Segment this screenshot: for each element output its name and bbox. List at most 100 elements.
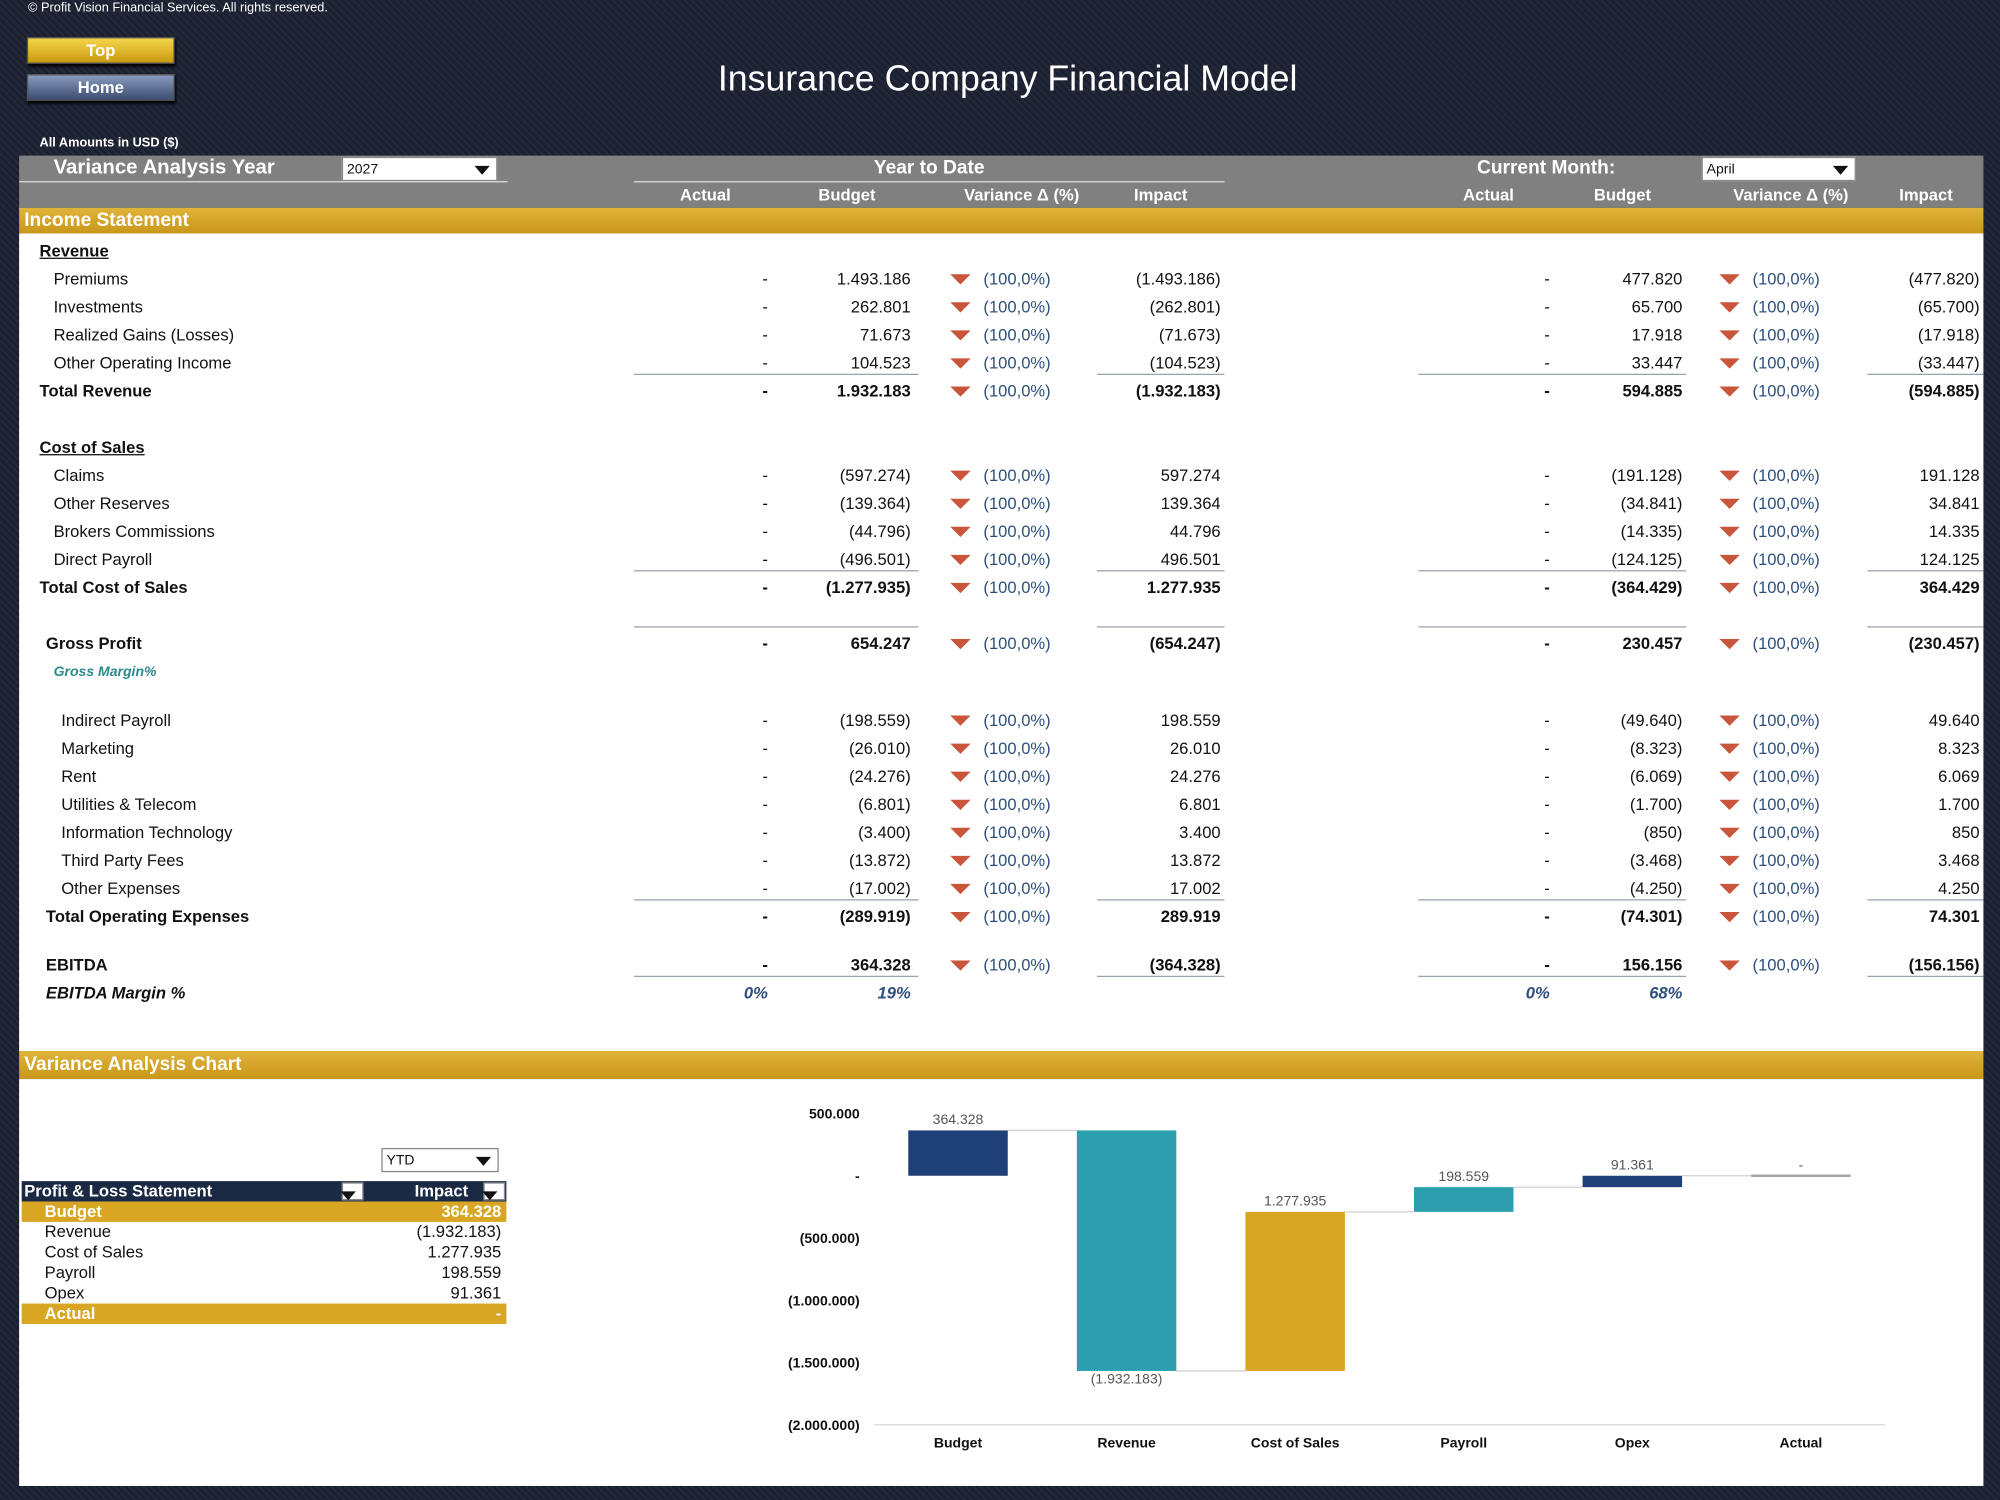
cell: 104.523: [850, 353, 911, 373]
amounts-note: All Amounts in USD ($): [39, 136, 179, 151]
rule: [1418, 570, 1687, 572]
cell: (100,0%): [983, 822, 1051, 842]
cell: -: [1544, 297, 1550, 317]
cell: 850: [1951, 822, 1980, 842]
cell: -: [762, 794, 768, 814]
rule: [633, 373, 919, 375]
data-label: 198.559: [1438, 1168, 1489, 1184]
cell: -: [762, 521, 768, 541]
cell: -: [1544, 850, 1550, 870]
cell: (100,0%): [1752, 269, 1820, 289]
rule: [1867, 899, 1984, 901]
cell: (34.841): [1620, 493, 1683, 513]
cell: -: [1544, 822, 1550, 842]
cell: (100,0%): [983, 710, 1051, 730]
cell: (100,0%): [1752, 465, 1820, 485]
row-label: Gross Profit: [45, 633, 142, 654]
cell: 496.501: [1160, 549, 1221, 569]
top-button[interactable]: Top: [26, 36, 175, 64]
down-arrow-icon: [950, 960, 971, 971]
period-dropdown[interactable]: YTD: [381, 1147, 499, 1173]
down-arrow-icon: [1719, 554, 1740, 566]
rule: [633, 626, 919, 628]
cell: -: [762, 353, 768, 373]
x-tick-label: Revenue: [1097, 1435, 1156, 1451]
row-label: Marketing: [61, 738, 135, 758]
filter-button[interactable]: [482, 1182, 506, 1201]
cell: 364.328: [850, 955, 911, 975]
pl-row-value: 1.277.935: [427, 1242, 502, 1262]
cell: (850): [1643, 822, 1683, 842]
row-label: Other Reserves: [53, 493, 170, 513]
cell: (100,0%): [983, 353, 1051, 373]
cell: (71.673): [1158, 325, 1221, 345]
year-label: Variance Analysis Year: [53, 156, 275, 179]
cell: (597.274): [839, 465, 911, 485]
data-label: 364.328: [933, 1111, 984, 1127]
row-label: Gross Margin%: [53, 664, 157, 680]
cell: (100,0%): [983, 521, 1051, 541]
cell: 289.919: [1160, 906, 1221, 927]
cell: 3.468: [1938, 850, 1980, 870]
cell: 198.559: [1160, 710, 1221, 730]
cell: -: [762, 878, 768, 898]
cell: 49.640: [1928, 710, 1980, 730]
home-button[interactable]: Home: [26, 73, 175, 101]
cell: (100,0%): [983, 850, 1051, 870]
cell: 477.820: [1622, 269, 1683, 289]
cell: (100,0%): [983, 577, 1051, 597]
cell: (262.801): [1149, 297, 1221, 317]
pl-row-bg: [21, 1221, 507, 1243]
cell: (100,0%): [1752, 955, 1820, 975]
pl-row-label: Cost of Sales: [44, 1242, 144, 1262]
cell: 0%: [1525, 983, 1550, 1003]
cell: (100,0%): [1752, 850, 1820, 870]
cell: (594.885): [1908, 381, 1980, 401]
cell: 262.801: [850, 297, 911, 317]
cell: -: [762, 325, 768, 345]
cell: (8.323): [1629, 738, 1683, 758]
cell: 14.335: [1928, 521, 1980, 541]
cell: (654.247): [1149, 633, 1221, 654]
cell: (100,0%): [983, 297, 1051, 317]
rule: [1096, 975, 1225, 978]
cell: (124.125): [1611, 549, 1683, 569]
down-arrow-icon: [950, 274, 971, 285]
cell: (100,0%): [1752, 738, 1820, 758]
row-label: Other Expenses: [61, 878, 181, 898]
down-arrow-icon: [950, 911, 971, 923]
cell: -: [1544, 549, 1550, 569]
cell: -: [1544, 353, 1550, 373]
month-dropdown[interactable]: April: [1701, 156, 1856, 182]
pl-header: [21, 1181, 507, 1202]
row-label: Claims: [53, 465, 105, 485]
cell: -: [1544, 794, 1550, 814]
down-arrow-icon: [950, 554, 971, 566]
cell: (100,0%): [983, 269, 1051, 289]
cell: (74.301): [1620, 906, 1683, 927]
cell: (100,0%): [1752, 710, 1820, 730]
rule: [1418, 899, 1687, 901]
filter-button[interactable]: [340, 1182, 364, 1201]
cell: 13.872: [1169, 850, 1221, 870]
cell: 139.364: [1160, 493, 1221, 513]
pl-row-label: Budget: [44, 1201, 102, 1221]
pl-row-bg: [21, 1283, 507, 1304]
cell: -: [1544, 381, 1550, 401]
cell: (100,0%): [1752, 878, 1820, 898]
year-dropdown[interactable]: 2027: [341, 156, 498, 182]
cell: (100,0%): [983, 738, 1051, 758]
cell: (100,0%): [1752, 297, 1820, 317]
cell: 71.673: [859, 325, 911, 345]
cell: 4.250: [1938, 878, 1980, 898]
down-arrow-icon: [1719, 960, 1740, 971]
cell: (191.128): [1611, 465, 1683, 485]
cell: 68%: [1649, 983, 1683, 1003]
column-header: Impact: [1133, 184, 1188, 205]
bar: [1245, 1211, 1345, 1371]
cell: 3.400: [1179, 822, 1221, 842]
cell: (1.493.186): [1135, 269, 1221, 289]
cell: 65.700: [1631, 297, 1683, 317]
cell: -: [762, 766, 768, 786]
